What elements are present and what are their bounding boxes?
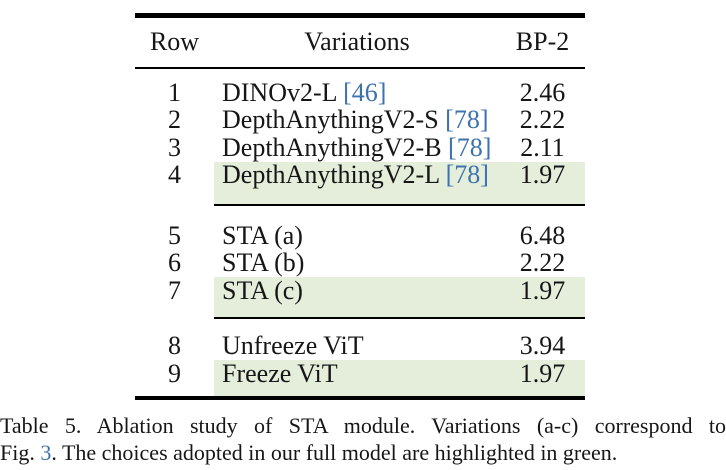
variation-name: DepthAnythingV2-S	[222, 105, 446, 135]
row-number: 1	[168, 77, 181, 107]
header-row-label: Row	[149, 27, 200, 56]
header-variations-label: Variations	[304, 27, 410, 56]
table-row-1: 1 DINOv2-L [46] 2.46	[135, 77, 585, 107]
bp2-value: 3.94	[519, 331, 566, 361]
highlight-band-extension	[135, 189, 585, 204]
table-row-8: 8 Unfreeze ViT 3.94	[135, 331, 585, 361]
bp2-value: 1.97	[519, 160, 566, 190]
bp2-value: 1.97	[519, 358, 566, 388]
citation-link[interactable]: [78]	[445, 105, 489, 135]
bp2-value: 2.22	[519, 248, 566, 278]
bp2-value: 6.48	[519, 220, 566, 250]
header-rule	[135, 66, 585, 69]
caption-line2: Fig. 3. The choices adopted in our full …	[0, 439, 726, 466]
row-number: 8	[168, 331, 181, 361]
table-row-5: 5 STA (a) 6.48	[135, 220, 585, 250]
table-row-9-highlighted: 9 Freeze ViT 1.97	[135, 358, 585, 388]
row-number: 6	[168, 248, 181, 278]
bp2-value: 2.46	[519, 77, 566, 107]
ablation-table: Row Variations BP-2 1 DINOv2-L [46] 2.46…	[135, 13, 585, 400]
variation-name: DINOv2-L	[222, 77, 344, 107]
section-divider-1	[214, 204, 585, 206]
citation-link[interactable]: [78]	[448, 132, 492, 162]
table-row-2: 2 DepthAnythingV2-S [78] 2.22	[135, 105, 585, 135]
header-bp2-label: BP-2	[515, 27, 570, 56]
variation-name: DepthAnythingV2-L	[222, 160, 446, 190]
highlight-band: STA (c) 1.97	[214, 275, 585, 305]
row-number: 3	[168, 132, 181, 162]
caption-tail: . The choices adopted in our full model …	[51, 440, 618, 465]
row-number: 5	[168, 220, 181, 250]
highlight-band-extension	[135, 387, 585, 396]
highlight-band-extension	[135, 304, 585, 317]
variation-name: Freeze ViT	[222, 358, 338, 388]
citation-link[interactable]: [78]	[445, 160, 489, 190]
variation-name: DepthAnythingV2-B	[222, 132, 449, 162]
caption-line1: Table 5. Ablation study of STA module. V…	[0, 413, 726, 438]
table-row-7-highlighted: 7 STA (c) 1.97	[135, 275, 585, 305]
row-number: 2	[168, 105, 181, 135]
table-row-6: 6 STA (b) 2.22	[135, 248, 585, 278]
table-row-3: 3 DepthAnythingV2-B [78] 2.11	[135, 132, 585, 162]
variation-name: Unfreeze ViT	[222, 331, 364, 361]
highlight-band: DepthAnythingV2-L [78] 1.97	[214, 160, 585, 190]
table-caption: Table 5. Ablation study of STA module. V…	[0, 412, 726, 466]
variation-name: STA (b)	[222, 248, 305, 278]
table-row-4-highlighted: 4 DepthAnythingV2-L [78] 1.97	[135, 160, 585, 190]
row-number: 9	[168, 358, 181, 388]
bp2-value: 2.11	[520, 132, 565, 162]
bp2-value: 1.97	[519, 275, 566, 305]
top-rule	[135, 13, 585, 18]
bp2-value: 2.22	[519, 105, 566, 135]
figure-reference[interactable]: 3	[40, 440, 52, 465]
citation-link[interactable]: [46]	[343, 77, 387, 107]
section-divider-2	[214, 316, 585, 319]
variation-name: STA (a)	[222, 220, 303, 250]
highlight-band: Freeze ViT 1.97	[214, 358, 585, 388]
bottom-rule	[135, 395, 585, 400]
variation-name: STA (c)	[222, 275, 303, 305]
row-number: 4	[168, 160, 181, 190]
caption-fig-prefix: Fig.	[0, 440, 41, 465]
row-number: 7	[168, 275, 181, 305]
table-header: Row Variations BP-2	[135, 18, 585, 67]
